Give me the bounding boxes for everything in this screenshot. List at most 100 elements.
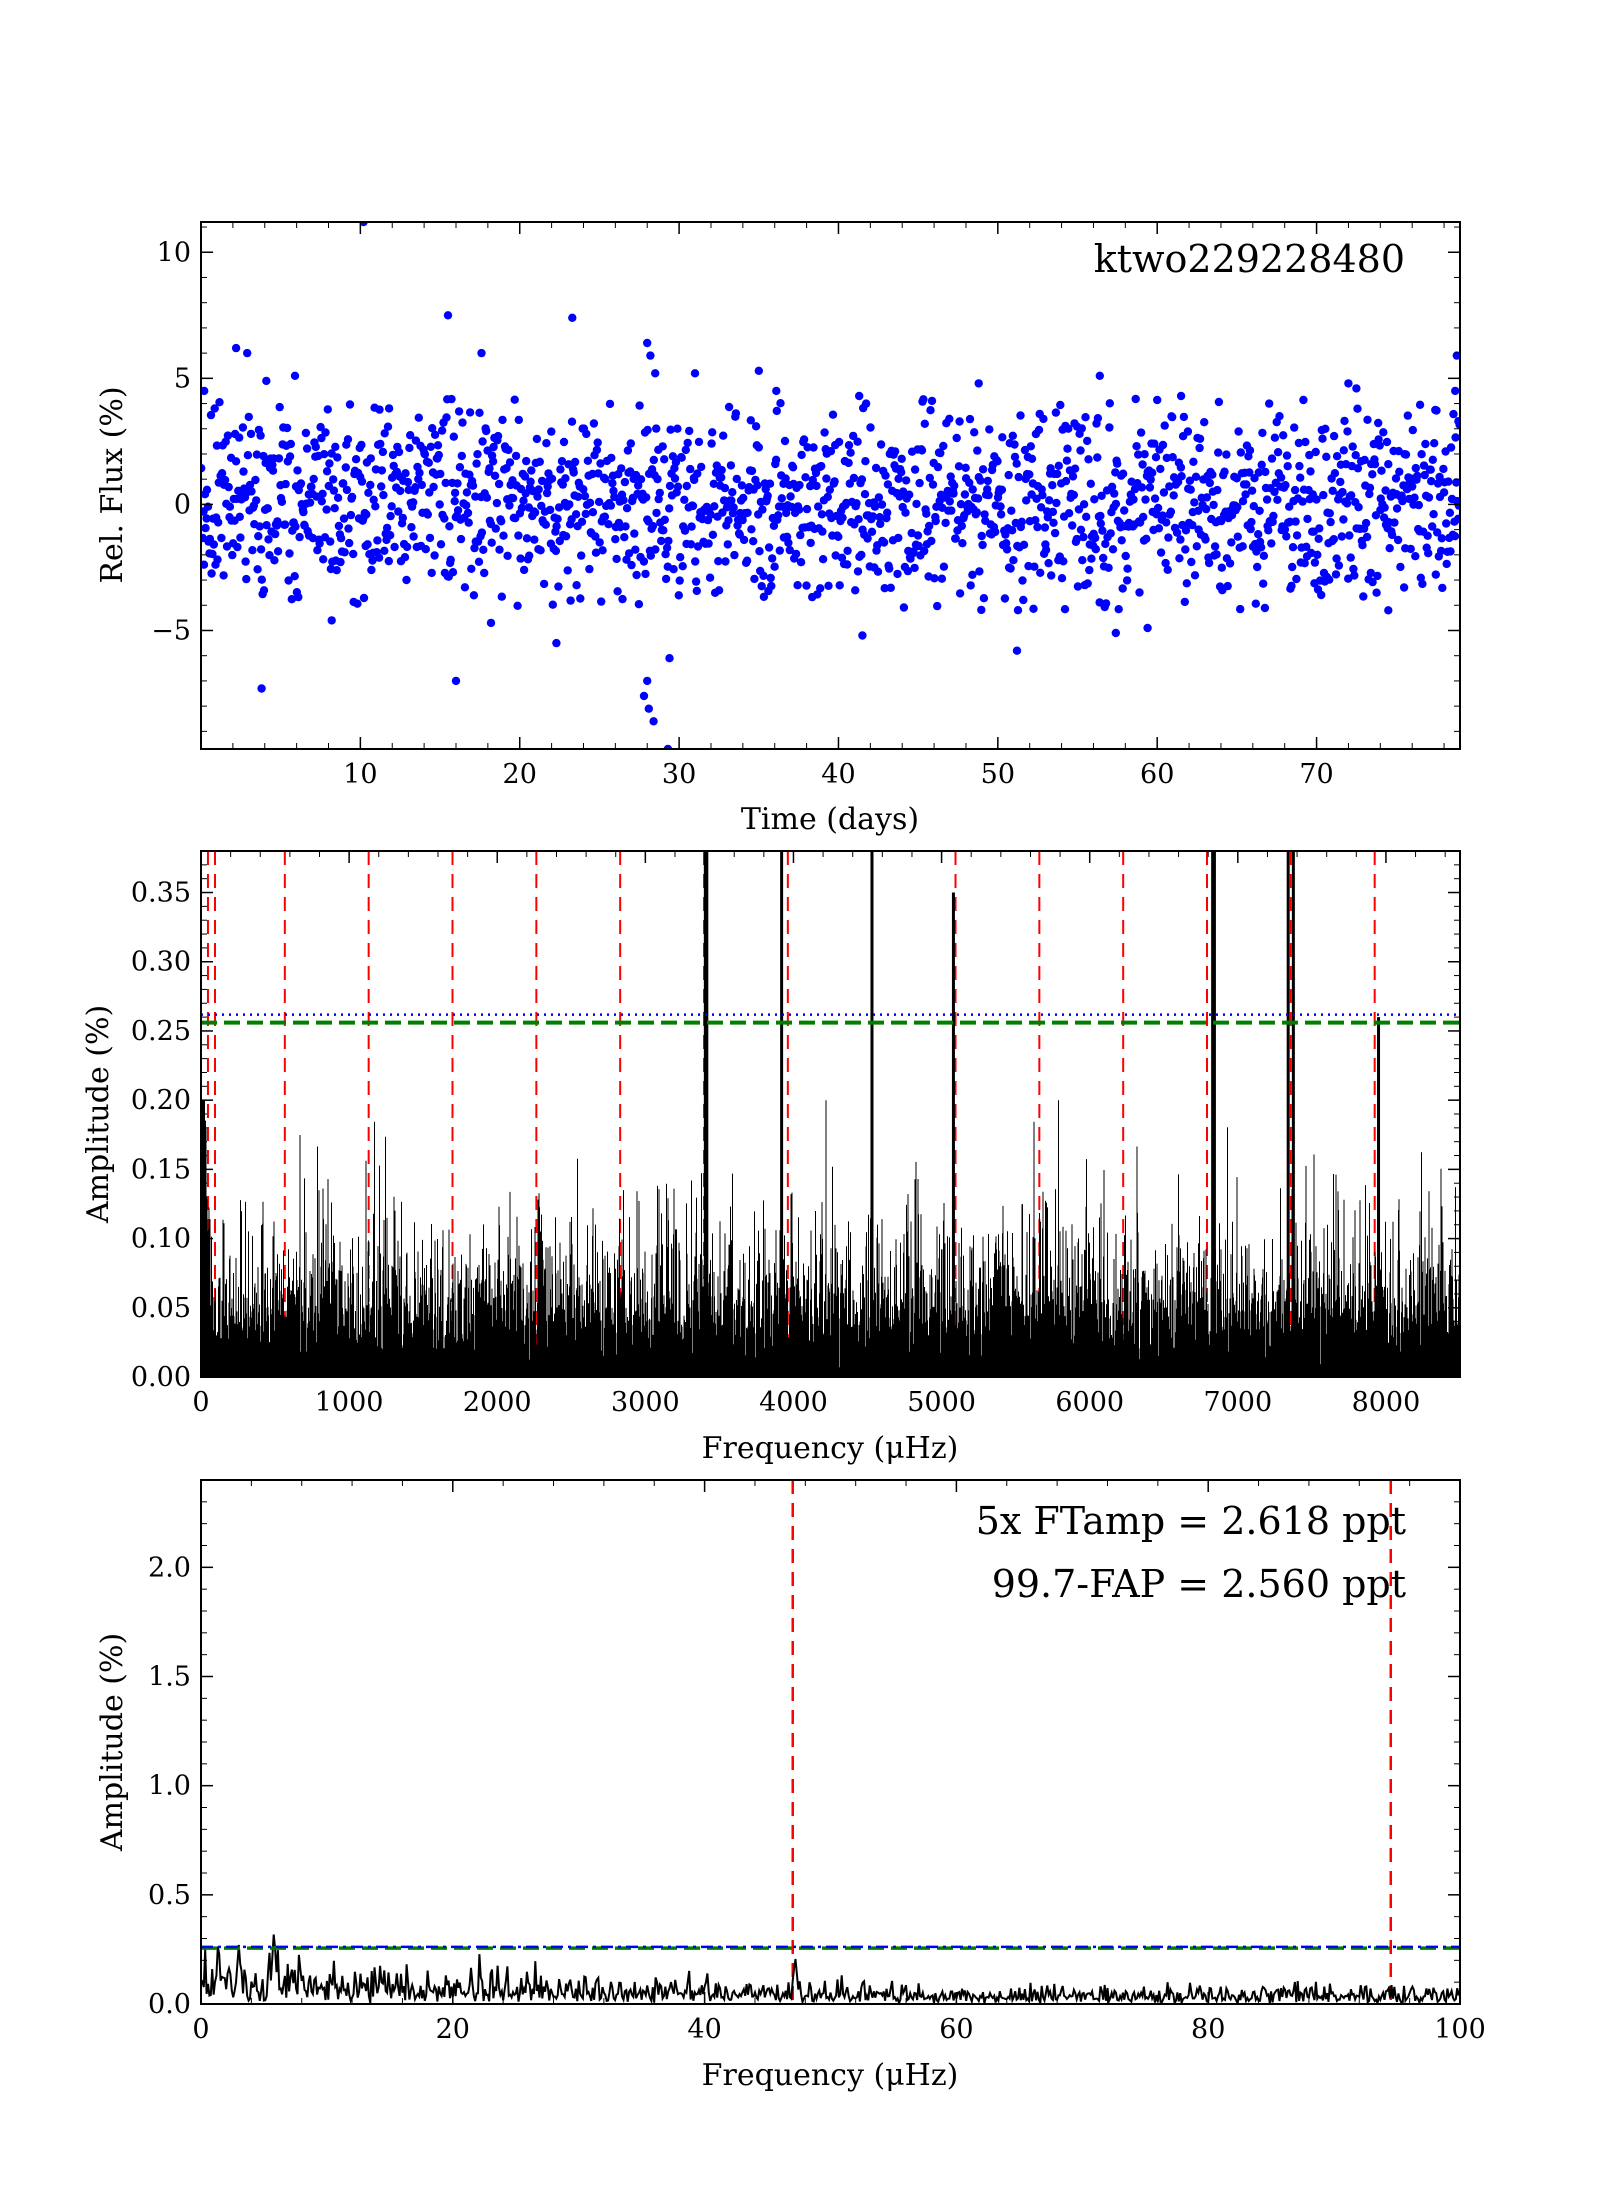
flux-point xyxy=(753,481,762,490)
flux-point xyxy=(428,424,437,433)
flux-point xyxy=(530,508,540,517)
flux-point xyxy=(514,531,523,540)
flux-point xyxy=(691,557,700,566)
flux-point xyxy=(380,546,389,555)
flux-point xyxy=(632,570,641,580)
flux-point xyxy=(996,502,1005,511)
periodogram-y-tick-label: 0.30 xyxy=(131,947,191,978)
flux-point xyxy=(1025,470,1034,479)
flux-point xyxy=(927,536,936,546)
flux-point xyxy=(1161,558,1170,568)
low-frequency-y-tick-label: 0.0 xyxy=(148,1989,191,2020)
flux-point xyxy=(1050,528,1060,538)
flux-point xyxy=(499,531,508,540)
flux-point xyxy=(777,494,786,503)
flux-point xyxy=(519,496,528,505)
flux-point xyxy=(1325,509,1335,518)
flux-point xyxy=(834,532,843,541)
flux-point xyxy=(954,462,964,471)
flux-point xyxy=(334,521,344,531)
flux-point xyxy=(680,526,690,535)
flux-point xyxy=(1181,545,1190,554)
flux-point xyxy=(910,465,920,474)
flux-point xyxy=(697,462,706,472)
flux-point xyxy=(241,557,250,566)
flux-point xyxy=(979,594,989,603)
flux-point xyxy=(1073,582,1083,591)
flux-outlier-point xyxy=(855,391,864,401)
flux-point xyxy=(1392,504,1402,513)
flux-outlier-point xyxy=(1451,386,1460,396)
flux-point xyxy=(281,479,290,489)
flux-point xyxy=(763,491,772,500)
low-frequency-harmonic-lines xyxy=(791,1480,1393,2004)
flux-point xyxy=(1423,531,1432,540)
flux-point xyxy=(223,431,233,440)
flux-point xyxy=(1325,575,1334,584)
flux-point xyxy=(345,400,355,409)
flux-point xyxy=(244,412,253,422)
flux-point xyxy=(720,483,730,493)
flux-point xyxy=(366,480,375,490)
flux-point xyxy=(1101,599,1111,608)
periodogram-y-tick-label: 0.10 xyxy=(131,1224,191,1255)
flux-point xyxy=(583,456,593,465)
flux-point xyxy=(379,490,388,500)
flux-point xyxy=(1036,503,1046,512)
flux-point xyxy=(1153,395,1162,405)
flux-point xyxy=(1273,495,1282,504)
flux-point xyxy=(305,498,315,507)
flux-point xyxy=(521,489,530,498)
flux-point xyxy=(1084,455,1093,464)
flux-point xyxy=(631,545,640,554)
periodogram-plot-area xyxy=(201,851,1460,1377)
flux-point xyxy=(582,429,591,439)
flux-point xyxy=(343,435,353,444)
flux-point xyxy=(1377,466,1386,475)
flux-point xyxy=(683,438,692,448)
flux-point xyxy=(235,512,244,521)
flux-point xyxy=(344,524,353,533)
flux-point xyxy=(822,474,831,483)
flux-point xyxy=(1220,467,1229,476)
flux-point xyxy=(737,481,747,490)
flux-point xyxy=(1319,490,1328,500)
flux-point xyxy=(920,546,929,556)
flux-point xyxy=(1353,464,1363,473)
flux-point xyxy=(724,402,734,412)
flux-point xyxy=(659,526,668,535)
flux-point xyxy=(766,573,775,583)
flux-point xyxy=(1191,472,1201,481)
flux-point xyxy=(1428,522,1437,531)
flux-point xyxy=(228,550,237,560)
light-curve-points xyxy=(201,222,1460,749)
flux-point xyxy=(844,458,853,468)
flux-point xyxy=(1257,460,1266,469)
flux-point xyxy=(1415,400,1425,409)
flux-point xyxy=(776,399,785,408)
flux-point xyxy=(280,520,290,529)
periodogram-x-axis-label: Frequency (μHz) xyxy=(702,1431,959,1466)
flux-point xyxy=(453,479,462,488)
flux-point xyxy=(357,477,367,486)
flux-point xyxy=(772,406,781,416)
flux-point xyxy=(739,493,748,503)
flux-point xyxy=(453,506,463,515)
flux-point xyxy=(973,494,983,503)
flux-point xyxy=(844,441,854,450)
flux-point xyxy=(1223,581,1232,591)
flux-point xyxy=(936,448,945,458)
flux-point xyxy=(526,477,535,486)
flux-point xyxy=(296,479,306,488)
low-frequency-x-tick-label: 0 xyxy=(192,2014,209,2045)
flux-point xyxy=(1439,464,1448,474)
flux-point xyxy=(1249,502,1259,511)
flux-point xyxy=(256,431,265,440)
flux-point xyxy=(1063,444,1072,453)
flux-point xyxy=(1337,532,1347,541)
flux-point xyxy=(1238,497,1248,506)
flux-point xyxy=(577,517,587,526)
flux-point xyxy=(527,466,536,475)
flux-point xyxy=(1236,448,1246,457)
flux-point xyxy=(491,524,500,533)
